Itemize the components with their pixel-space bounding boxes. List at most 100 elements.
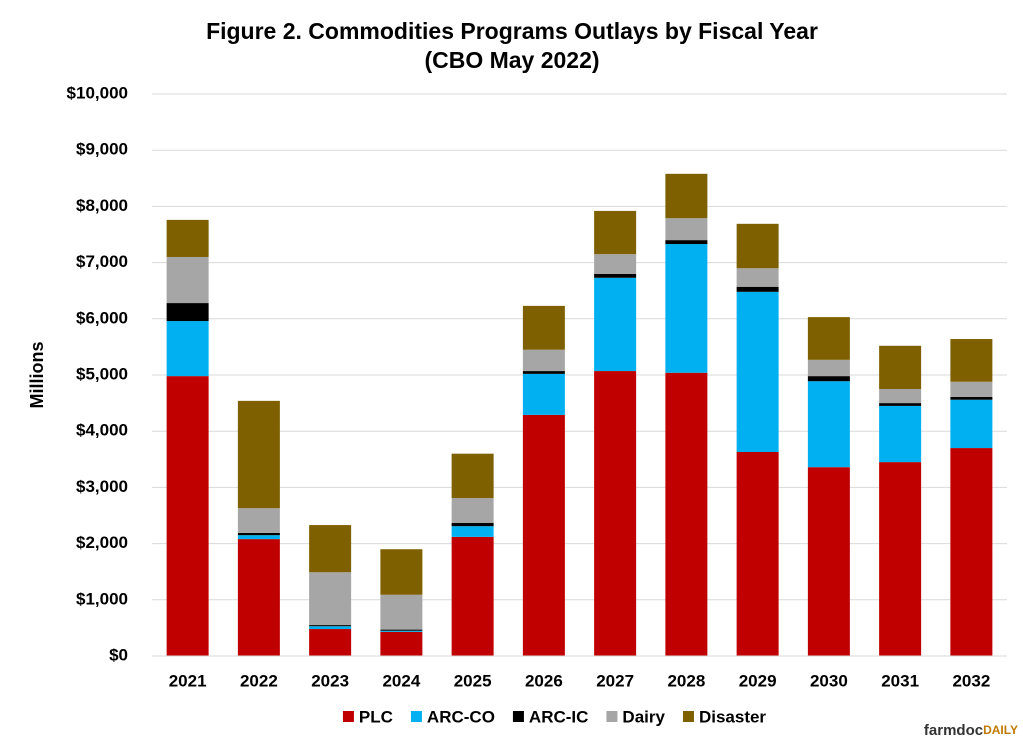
bar-segment [309,625,352,627]
bar-segment [380,630,423,632]
bar-segment [451,522,494,527]
bar-segment [380,549,423,595]
y-tick-label: $5,000 [76,364,128,383]
y-axis-label: Millions [27,342,47,409]
bar-segment [736,223,779,269]
bar-segment [522,349,565,372]
y-tick-label: $8,000 [76,196,128,215]
bar-segment [736,268,779,287]
x-tick-label: 2029 [739,671,777,690]
bar-segment [736,286,779,292]
bar-segment [451,526,494,537]
bar-segment [950,399,993,449]
x-tick-label: 2027 [596,671,634,690]
x-tick-label: 2032 [952,671,990,690]
bar-segment [807,317,850,360]
bar-segment [522,373,565,415]
legend-label: PLC [359,707,393,726]
bar-segment [166,376,209,656]
bar-segment [451,453,494,499]
logo: farmdocDAILY [924,722,1018,739]
bar-segment [237,508,280,533]
bar-segment [309,626,352,630]
bar-segment [950,381,993,397]
x-tick-label: 2025 [454,671,492,690]
x-tick-label: 2021 [169,671,207,690]
bar-segment [665,218,708,241]
y-tick-label: $3,000 [76,477,128,496]
bar-segment [451,536,494,656]
bar-segment [237,535,280,540]
bar-segment [879,462,922,656]
legend-swatch [512,711,524,722]
bar-segment [237,532,280,536]
chart-title: Figure 2. Commodities Programs Outlays b… [206,18,818,44]
bar-segment [166,219,209,257]
legend-swatch [606,711,618,722]
legend-swatch [682,711,694,722]
bar-segment [807,376,850,382]
y-tick-label: $1,000 [76,589,128,608]
bar-segment [594,254,637,274]
bar-segment [879,405,922,463]
legend-swatch [410,711,422,722]
bar-segment [950,448,993,656]
bar-segment [522,371,565,374]
bar-segment [807,359,850,377]
bar-segment [950,339,993,382]
x-tick-label: 2023 [311,671,349,690]
bar-segment [166,303,209,322]
x-tick-label: 2024 [382,671,420,690]
y-tick-label: $2,000 [76,533,128,552]
y-tick-label: $0 [109,645,128,664]
bar-segment [879,345,922,390]
bar-segment [451,498,494,523]
bar-segment [309,572,352,626]
bar-segment [665,173,708,219]
x-tick-label: 2028 [667,671,705,690]
bar-segment [237,400,280,509]
bar-segment [950,396,993,400]
chart-subtitle: (CBO May 2022) [424,47,599,73]
bar-segment [665,240,708,245]
bar-segment [380,629,423,631]
x-tick-label: 2031 [881,671,919,690]
bar-segment [309,525,352,573]
bar-segment [879,389,922,404]
legend-label: ARC-IC [529,707,589,726]
bar-segment [522,414,565,656]
bar-segment [736,291,779,452]
legend-label: Disaster [699,707,766,726]
legend-label: ARC-CO [427,707,495,726]
bar-segment [237,539,280,656]
bar-segment [807,467,850,656]
bar-segment [665,244,708,373]
logo-accent: DAILY [983,723,1018,737]
bar-segment [665,372,708,656]
y-tick-label: $4,000 [76,421,128,440]
x-tick-label: 2026 [525,671,563,690]
bar-segment [309,629,352,656]
y-tick-label: $9,000 [76,140,128,159]
bar-segment [594,277,637,372]
bar-segment [594,371,637,656]
bar-segment [166,321,209,377]
logo-main: farmdoc [924,722,983,739]
bar-segment [380,594,423,630]
bar-segment [380,631,423,656]
bar-segment [736,451,779,656]
x-tick-label: 2030 [810,671,848,690]
y-tick-label: $10,000 [67,83,128,102]
legend-swatch [342,711,354,722]
y-tick-label: $7,000 [76,252,128,271]
y-tick-label: $6,000 [76,308,128,327]
bar-segment [594,273,637,278]
bar-segment [522,305,565,350]
bar-segment [594,210,637,255]
x-tick-label: 2022 [240,671,278,690]
legend-label: Dairy [622,707,665,726]
bar-segment [879,403,922,406]
bar-segment [166,256,209,304]
bar-segment [807,381,850,468]
